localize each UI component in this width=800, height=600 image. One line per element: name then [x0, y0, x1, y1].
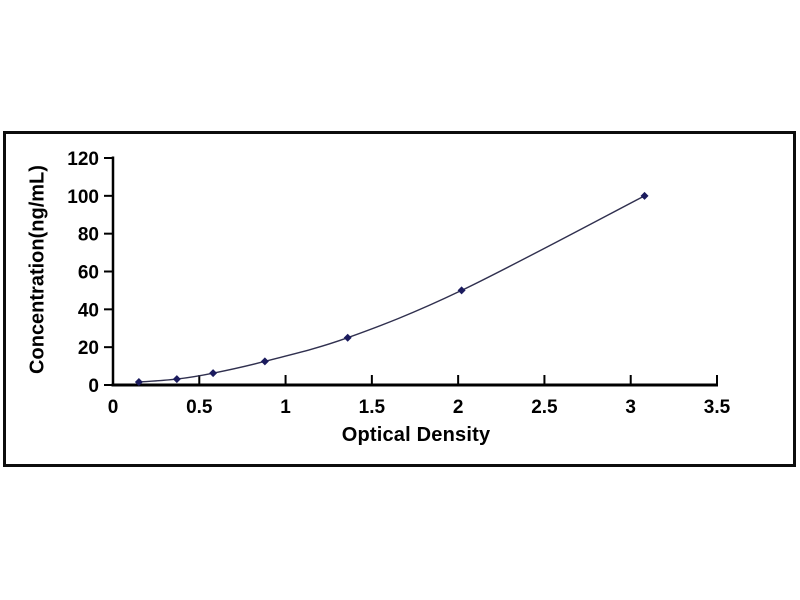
data-point-marker [172, 375, 181, 384]
y-tick-label: 20 [78, 338, 99, 359]
y-tick-label: 120 [67, 149, 99, 170]
y-tick-label: 100 [67, 187, 99, 208]
y-tick-label: 40 [78, 300, 99, 321]
y-tick-label: 80 [78, 225, 99, 246]
x-axis-title: Optical Density [341, 424, 491, 446]
axes-layer: 0 0.5 1 1.5 2 2.5 3 3.5 0 20 40 60 80 100 120 [67, 149, 730, 418]
data-point-marker [343, 333, 352, 342]
series-curve [138, 195, 645, 383]
data-point-marker [134, 378, 143, 387]
x-tick-label: 2.5 [531, 397, 558, 418]
series-layer [134, 191, 649, 387]
y-tick-label: 0 [88, 376, 99, 397]
figure-frame [3, 131, 796, 467]
data-point-marker [260, 357, 269, 366]
x-tick-label: 1.5 [359, 397, 386, 418]
x-tick-label: 1 [280, 397, 291, 418]
x-tick-label: 2 [453, 397, 464, 418]
x-tick-label: 3.5 [704, 397, 731, 418]
x-tick-label: 3 [625, 397, 636, 418]
data-point-marker [209, 369, 218, 378]
data-point-marker [640, 191, 649, 200]
x-tick-label: 0.5 [186, 397, 213, 418]
data-point-marker [457, 286, 466, 295]
y-tick-label: 60 [78, 263, 99, 284]
y-axis-title: Concentration(ng/mL) [26, 165, 49, 374]
x-tick-label: 0 [108, 397, 119, 418]
